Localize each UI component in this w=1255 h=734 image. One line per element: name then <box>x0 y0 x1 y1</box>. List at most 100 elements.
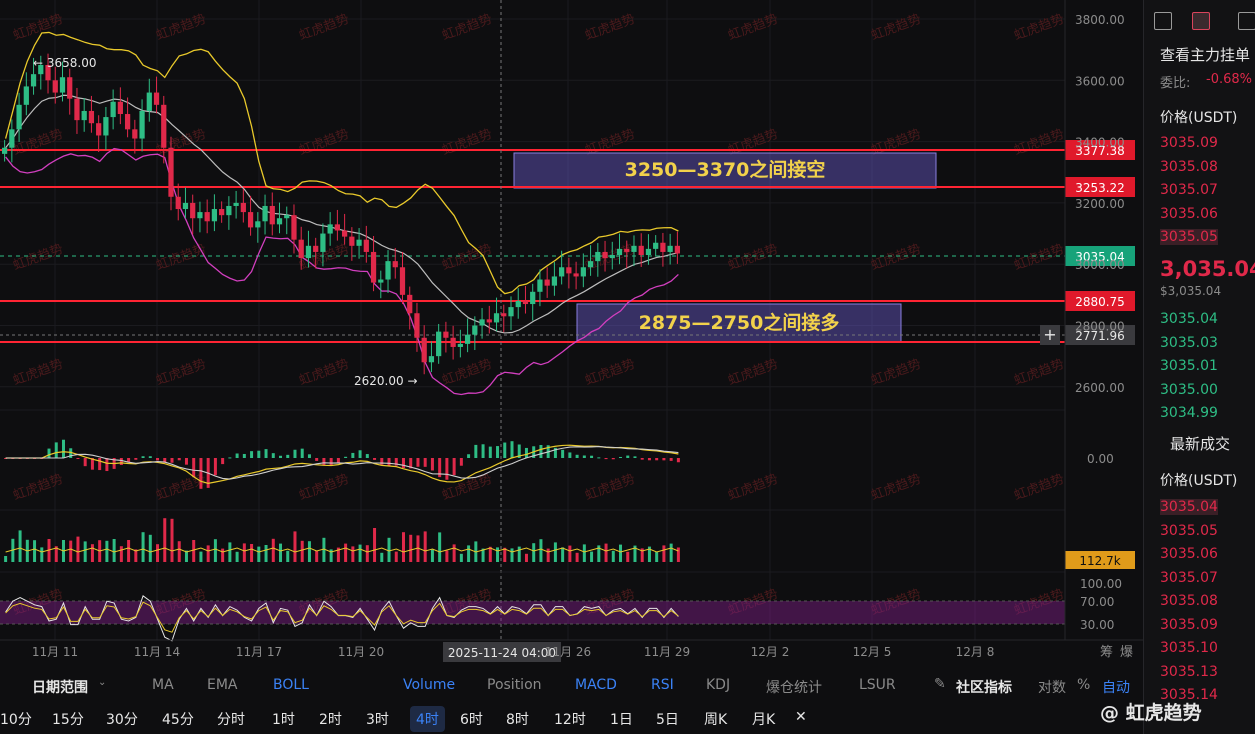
price-line-tag <box>1065 140 1135 160</box>
macd-histogram-bar <box>235 453 239 458</box>
timeframe-12时[interactable]: 12时 <box>554 712 586 728</box>
trade-price-row[interactable]: 3035.07 <box>1160 569 1218 586</box>
ask-price-row[interactable]: 3035.06 <box>1160 205 1218 222</box>
trade-price-row[interactable]: 3035.04 <box>1160 499 1218 515</box>
macd-histogram-bar <box>221 458 225 465</box>
close-icon[interactable]: ✕ <box>795 709 807 725</box>
macd-histogram-bar <box>177 458 181 461</box>
ask-price-row[interactable]: 3035.09 <box>1160 135 1218 151</box>
candle-body <box>551 276 558 286</box>
candle-body <box>645 248 652 256</box>
macd-histogram-bar <box>387 458 391 466</box>
bid-price-row[interactable]: 3034.99 <box>1160 405 1218 421</box>
layout-icon[interactable] <box>1192 12 1210 30</box>
timeframe-6时[interactable]: 6时 <box>460 712 483 728</box>
macd-histogram-bar <box>119 458 123 465</box>
trade-price-row[interactable]: 3035.06 <box>1160 546 1218 562</box>
indicator-macd[interactable]: MACD <box>575 677 617 693</box>
volume-bar <box>488 546 492 562</box>
timeframe-5日[interactable]: 5日 <box>656 712 679 728</box>
bid-price-row[interactable]: 3035.03 <box>1160 334 1218 351</box>
timeframe-1时[interactable]: 1时 <box>272 712 295 728</box>
candle-body <box>226 205 232 216</box>
timeframe-月K[interactable]: 月K <box>752 712 776 728</box>
volume-bar <box>409 534 413 562</box>
volume-bar <box>676 547 680 562</box>
main-orders-title[interactable]: 查看主力挂单 <box>1160 46 1251 64</box>
macd-histogram-bar <box>647 458 651 461</box>
timeframe-2时[interactable]: 2时 <box>319 712 342 728</box>
candle-body <box>219 209 225 216</box>
trade-price-row[interactable]: 3035.09 <box>1160 616 1218 633</box>
percent-scale-button[interactable]: % <box>1077 677 1091 693</box>
candle-body <box>464 334 471 344</box>
indicator-爆仓统计[interactable]: 爆仓统计 <box>766 680 822 696</box>
timeframe-周K[interactable]: 周K <box>704 712 728 728</box>
macd-histogram-bar <box>553 447 557 458</box>
list-icon[interactable] <box>1238 12 1255 30</box>
window-icon[interactable] <box>1154 12 1172 30</box>
macd-histogram-bar <box>351 452 355 458</box>
timeframe-分时[interactable]: 分时 <box>217 712 245 728</box>
candle-body <box>2 147 8 154</box>
macd-histogram-bar <box>568 452 572 458</box>
timeframe-45分[interactable]: 45分 <box>162 712 194 728</box>
ask-price-row[interactable]: 3035.05 <box>1160 229 1218 245</box>
volume-bar <box>619 544 623 562</box>
timeframe-4时[interactable]: 4时 <box>410 706 445 732</box>
indicator-rsi[interactable]: RSI <box>651 677 674 693</box>
date-range-button[interactable]: 日期范围 <box>32 680 88 696</box>
candle-body <box>334 224 340 231</box>
trade-price-row[interactable]: 3035.10 <box>1160 640 1218 656</box>
chevron-down-icon[interactable]: ⌄ <box>98 677 107 688</box>
candle-body <box>472 325 478 335</box>
edit-icon[interactable]: ✎ <box>934 676 946 692</box>
volume-bar <box>510 548 514 562</box>
timeframe-8时[interactable]: 8时 <box>506 712 529 728</box>
candle-body <box>247 212 254 228</box>
timeframe-10分[interactable]: 10分 <box>0 712 32 728</box>
axis-corner-label: 爆 <box>1120 645 1133 660</box>
log-scale-button[interactable]: 对数 <box>1038 680 1066 696</box>
trade-price-row[interactable]: 3035.05 <box>1160 522 1218 539</box>
indicator-position[interactable]: Position <box>487 677 542 693</box>
ask-price-row[interactable]: 3035.08 <box>1160 158 1218 175</box>
timeframe-30分[interactable]: 30分 <box>106 712 138 728</box>
trade-price-row[interactable]: 3035.08 <box>1160 593 1218 609</box>
volume-bar <box>235 551 239 562</box>
candle-body <box>421 337 427 363</box>
candle-body <box>616 248 623 256</box>
timeframe-1日[interactable]: 1日 <box>610 712 633 728</box>
trade-price-row[interactable]: 3035.13 <box>1160 663 1218 680</box>
indicator-lsur[interactable]: LSUR <box>859 677 896 693</box>
macd-histogram-bar <box>452 458 456 476</box>
macd-histogram-bar <box>662 458 666 461</box>
indicator-volume[interactable]: Volume <box>403 677 456 693</box>
timeframe-15分[interactable]: 15分 <box>52 712 84 728</box>
indicator-boll[interactable]: BOLL <box>273 677 309 693</box>
volume-bar <box>83 541 87 562</box>
ask-price-row[interactable]: 3035.07 <box>1160 182 1218 198</box>
macd-histogram-bar <box>604 458 608 460</box>
timeframe-3时[interactable]: 3时 <box>366 712 389 728</box>
price-tick-label: 3400.00 <box>1075 136 1125 150</box>
candle-body <box>573 273 579 277</box>
macd-histogram-bar <box>69 448 73 458</box>
bid-price-row[interactable]: 3035.01 <box>1160 358 1218 374</box>
candle-body <box>240 202 246 213</box>
bid-price-row[interactable]: 3035.00 <box>1160 381 1218 398</box>
rsi-tick-label: 100.00 <box>1080 577 1122 591</box>
indicator-kdj[interactable]: KDJ <box>706 677 731 693</box>
auto-scale-button[interactable]: 自动 <box>1102 680 1130 696</box>
candle-body <box>117 101 123 115</box>
indicator-ema[interactable]: EMA <box>207 677 238 693</box>
bid-price-row[interactable]: 3035.04 <box>1160 311 1218 327</box>
indicator-ma[interactable]: MA <box>152 677 174 693</box>
volume-bar <box>54 546 58 562</box>
trade-price-row[interactable]: 3035.14 <box>1160 687 1218 703</box>
community-indicator-button[interactable]: 社区指标 <box>956 680 1012 696</box>
candle-body <box>566 267 572 274</box>
volume-bar <box>344 543 348 562</box>
candle-body <box>298 239 304 259</box>
